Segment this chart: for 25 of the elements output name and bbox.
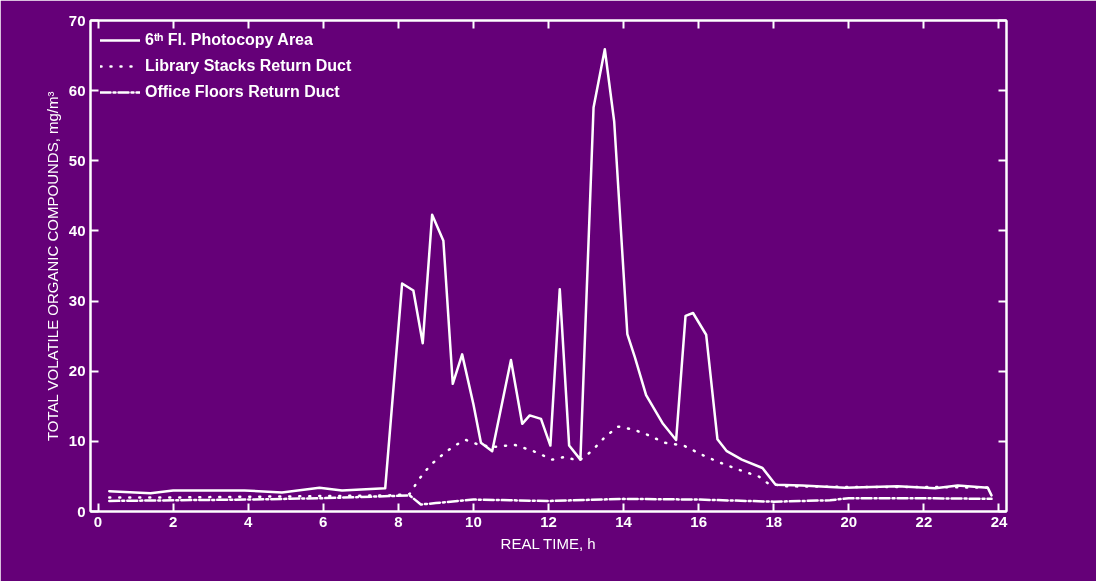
y-tick-label: 10 (68, 432, 86, 450)
x-tick-label: 8 (394, 512, 403, 530)
x-tick-label: 20 (840, 512, 858, 530)
y-tick-label: 70 (68, 11, 86, 29)
x-tick-label: 14 (615, 512, 633, 530)
y-axis-title: TOTAL VOLATILE ORGANIC COMPOUNDS, mg/m³ (43, 91, 61, 442)
y-tick-label: 50 (68, 151, 86, 169)
x-tick-label: 12 (540, 512, 557, 530)
y-tick-label: 40 (68, 221, 86, 239)
x-tick-label: 0 (93, 512, 103, 530)
y-tick-label: 30 (68, 292, 86, 310)
y-tick-label: 20 (68, 362, 86, 380)
x-tick-label: 4 (244, 512, 253, 530)
x-tick-label: 2 (168, 512, 178, 530)
x-tick-label: 18 (765, 512, 783, 530)
legend-label: Office Floors Return Duct (145, 83, 340, 101)
legend-label: Library Stacks Return Duct (145, 57, 352, 75)
legend-label: 6ᵗʰ Fl. Photocopy Area (145, 31, 313, 49)
x-tick-label: 10 (465, 512, 482, 530)
x-tick-label: 6 (319, 512, 328, 530)
x-tick-label: 16 (690, 512, 708, 530)
x-tick-label: 22 (915, 512, 933, 530)
x-axis-title: REAL TIME, h (500, 534, 596, 552)
y-tick-label: 60 (68, 81, 86, 99)
x-tick-label: 24 (990, 512, 1008, 530)
